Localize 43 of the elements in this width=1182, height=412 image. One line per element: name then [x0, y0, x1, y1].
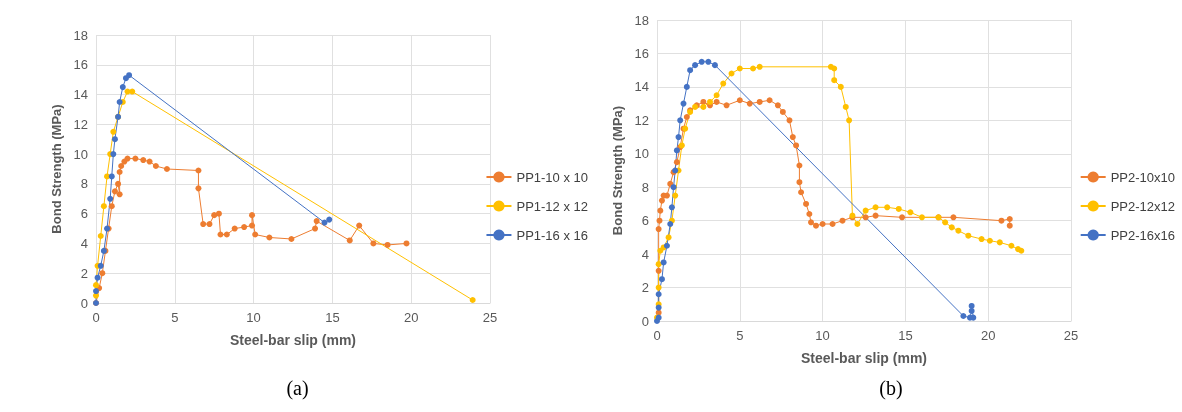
x-axis-title: Steel-bar slip (mm) — [800, 350, 928, 366]
x-tick-label: 5 — [171, 310, 179, 325]
x-tick-label: 5 — [736, 328, 744, 343]
x-tick-label: 15 — [325, 310, 340, 325]
y-tick-label: 14 — [73, 87, 88, 103]
y-tick-label: 6 — [80, 206, 88, 222]
y-tick-label: 8 — [80, 176, 88, 192]
y-tick-label: 16 — [73, 57, 88, 73]
y-tick-label: 0 — [80, 295, 88, 311]
legend-label: PP1-16 x 16 — [516, 227, 588, 243]
x-tick-label: 25 — [1063, 328, 1079, 343]
y-tick-label: 2 — [641, 280, 649, 296]
y-axis-title: Bond Strength (MPa) — [609, 105, 625, 236]
x-tick-label: 20 — [403, 310, 419, 325]
text: (a) — [286, 377, 309, 400]
legend-label: PP1-10 x 10 — [516, 169, 588, 185]
y-tick-label: 6 — [641, 213, 649, 229]
y-tick-label: 4 — [641, 246, 649, 262]
y-tick-label: 10 — [73, 146, 88, 162]
y-tick-label: 12 — [634, 112, 649, 128]
x-tick-label: 0 — [92, 310, 100, 325]
legend-label: PP1-12 x 12 — [516, 198, 588, 214]
y-tick-label: 18 — [634, 12, 649, 28]
x-axis-title: Steel-bar slip (mm) — [229, 332, 357, 348]
x-tick-label: 10 — [246, 310, 261, 325]
x-tick-label: 25 — [482, 310, 498, 325]
x-tick-label: 15 — [898, 328, 913, 343]
y-tick-label: 10 — [634, 146, 649, 162]
legend-label: PP2-10x10 — [1110, 169, 1176, 185]
y-tick-label: 16 — [634, 45, 649, 61]
text: (b) — [879, 377, 903, 400]
x-tick-label: 0 — [653, 328, 661, 343]
y-tick-label: 12 — [73, 116, 88, 132]
y-tick-label: 14 — [634, 79, 649, 95]
y-tick-label: 18 — [73, 27, 88, 43]
legend-label: PP2-12x12 — [1110, 198, 1176, 214]
y-axis-title: Bond Strength (MPa) — [48, 104, 64, 234]
x-tick-label: 20 — [980, 328, 996, 343]
legend-label: PP2-16x16 — [1110, 227, 1176, 243]
y-tick-label: 4 — [80, 235, 88, 251]
x-tick-label: 10 — [815, 328, 830, 343]
y-tick-label: 2 — [80, 265, 88, 281]
y-tick-label: 8 — [641, 179, 649, 195]
